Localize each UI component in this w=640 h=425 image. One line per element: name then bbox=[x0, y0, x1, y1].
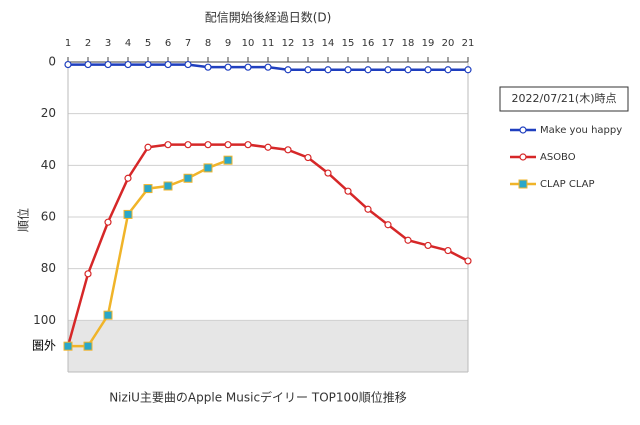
series-marker bbox=[264, 63, 272, 71]
series-marker bbox=[444, 66, 452, 74]
x-tick-label: 12 bbox=[282, 38, 295, 49]
series-marker bbox=[304, 66, 312, 74]
x-tick-label: 4 bbox=[125, 38, 131, 49]
series-marker bbox=[143, 184, 153, 194]
y-tick-label: 20 bbox=[41, 106, 56, 120]
x-tick-label: 17 bbox=[382, 38, 395, 49]
x-tick-label: 18 bbox=[402, 38, 415, 49]
series-marker bbox=[224, 141, 232, 149]
x-tick-label: 1 bbox=[65, 38, 71, 49]
series-marker bbox=[103, 310, 113, 320]
y-tick-label: 60 bbox=[41, 210, 56, 224]
series-marker bbox=[264, 143, 272, 151]
legend-label: CLAP CLAP bbox=[540, 179, 595, 190]
series-marker bbox=[284, 146, 292, 154]
series-marker bbox=[404, 66, 412, 74]
series-marker bbox=[144, 60, 152, 69]
legend-marker bbox=[518, 179, 528, 189]
x-tick-label: 8 bbox=[205, 38, 211, 49]
shaded-band bbox=[68, 320, 468, 372]
series-marker bbox=[424, 241, 432, 250]
x-tick-label: 9 bbox=[225, 38, 231, 49]
series-marker bbox=[104, 218, 112, 226]
series-marker bbox=[464, 257, 472, 265]
series-marker bbox=[84, 60, 92, 69]
x-tick-label: 16 bbox=[362, 38, 375, 49]
series-marker bbox=[223, 155, 233, 165]
series-marker bbox=[244, 63, 252, 71]
x-tick-label: 6 bbox=[165, 38, 171, 49]
series-marker bbox=[384, 221, 392, 229]
series-marker bbox=[104, 60, 112, 69]
series-marker bbox=[63, 341, 73, 351]
x-tick-label: 20 bbox=[442, 38, 455, 49]
series-marker bbox=[163, 181, 173, 191]
series-marker bbox=[344, 187, 352, 195]
series-marker bbox=[183, 173, 193, 183]
series-marker bbox=[424, 66, 432, 74]
y-tick-label: 40 bbox=[41, 158, 56, 172]
series-marker bbox=[204, 63, 212, 71]
x-tick-label: 11 bbox=[262, 38, 275, 49]
series-marker bbox=[83, 341, 93, 351]
series-marker bbox=[84, 270, 92, 278]
x-tick-label: 3 bbox=[105, 38, 111, 49]
series-marker bbox=[244, 141, 252, 149]
x-tick-label: 14 bbox=[322, 38, 335, 49]
series-marker bbox=[124, 174, 132, 182]
series-marker bbox=[404, 236, 412, 244]
x-tick-label: 15 bbox=[342, 38, 355, 49]
series-marker bbox=[464, 66, 472, 74]
x-tick-label: 19 bbox=[422, 38, 435, 49]
series-marker bbox=[324, 66, 332, 74]
y-tick-label: 100 bbox=[33, 313, 56, 327]
series-marker bbox=[304, 153, 312, 162]
series-marker bbox=[124, 60, 132, 69]
y-tick-label: 80 bbox=[41, 261, 56, 275]
series-marker bbox=[444, 246, 452, 255]
legend-label: ASOBO bbox=[540, 152, 576, 163]
x-tick-label: 13 bbox=[302, 38, 315, 49]
caption: NiziU主要曲のApple Musicデイリー TOP100順位推移 bbox=[109, 390, 407, 405]
series-marker bbox=[224, 63, 232, 71]
y-tick-label: 圏外 bbox=[32, 339, 56, 353]
y-axis-label: 順位 bbox=[16, 208, 31, 232]
x-tick-label: 7 bbox=[185, 38, 191, 49]
series-marker bbox=[164, 60, 172, 69]
series-marker bbox=[64, 60, 72, 69]
date-note: 2022/07/21(木)時点 bbox=[512, 92, 617, 105]
series-marker bbox=[344, 66, 352, 74]
y-tick-label: 0 bbox=[48, 55, 56, 69]
series-marker bbox=[184, 60, 192, 69]
date-box bbox=[499, 86, 629, 112]
series-marker bbox=[164, 141, 172, 149]
series-marker bbox=[144, 143, 152, 151]
series-marker bbox=[364, 205, 372, 213]
series-marker bbox=[184, 141, 192, 149]
series-marker bbox=[324, 169, 332, 177]
legend-marker bbox=[519, 126, 527, 134]
x-tick-label: 21 bbox=[462, 38, 475, 49]
series-marker bbox=[284, 66, 292, 74]
series-marker bbox=[204, 141, 212, 149]
series-marker bbox=[203, 163, 213, 173]
x-tick-label: 5 bbox=[145, 38, 151, 49]
series-marker bbox=[384, 66, 392, 74]
series-marker bbox=[364, 66, 372, 74]
series-marker bbox=[123, 209, 133, 219]
x-tick-label: 2 bbox=[85, 38, 91, 49]
legend-label: Make you happy bbox=[540, 125, 622, 136]
legend-marker bbox=[519, 153, 527, 161]
x-tick-label: 10 bbox=[242, 38, 255, 49]
x-axis-label: 配信開始後経過日数(D) bbox=[205, 10, 332, 25]
